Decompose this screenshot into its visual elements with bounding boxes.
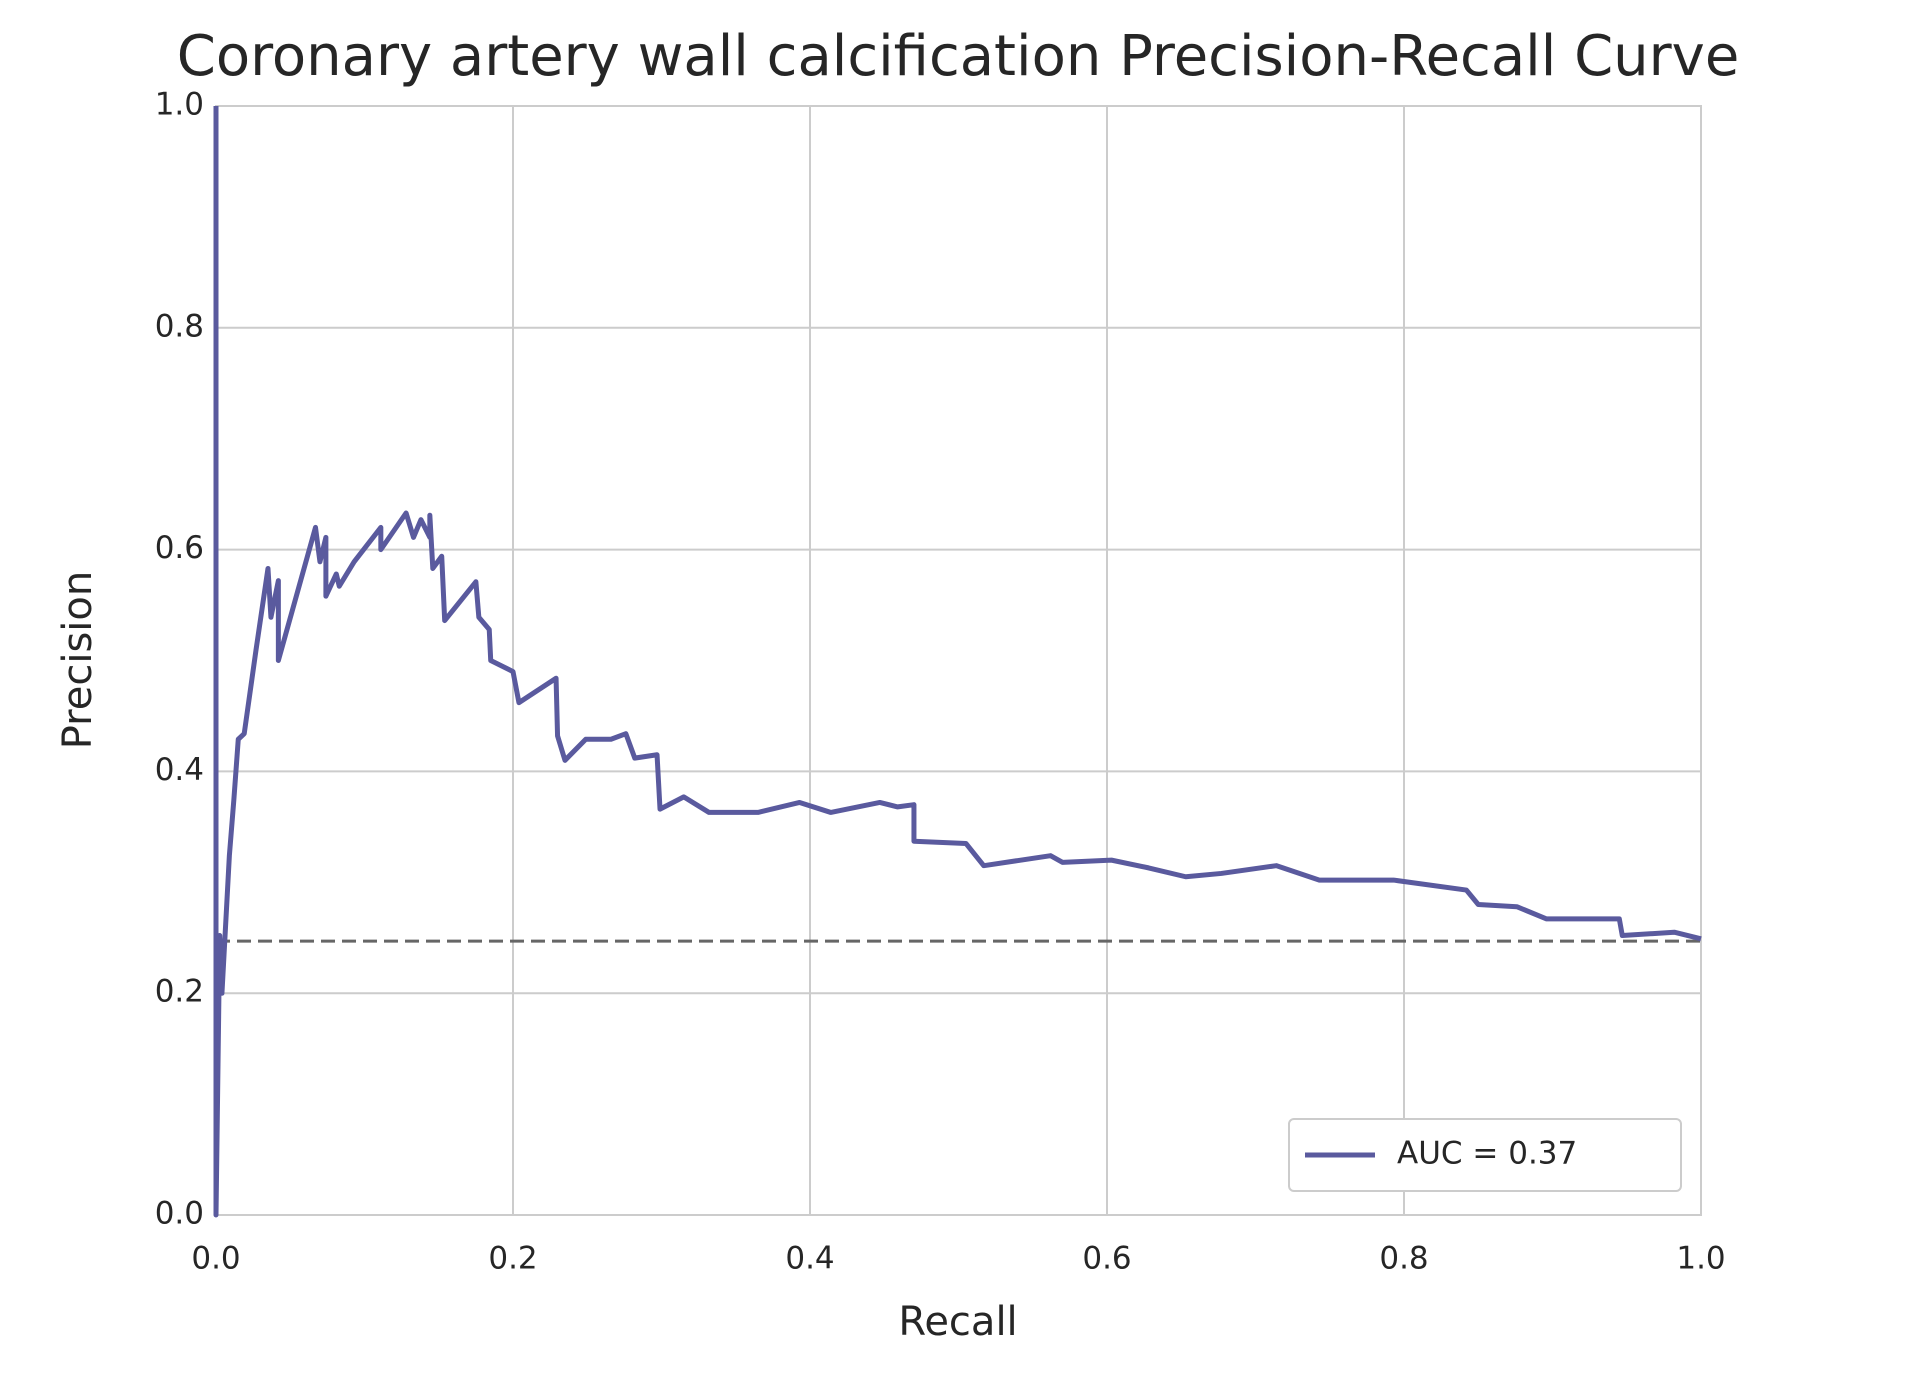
x-tick-label: 0.4 — [785, 1241, 834, 1277]
plot-frame — [215, 105, 1702, 1216]
chart-title: Coronary artery wall calcification Preci… — [177, 24, 1740, 89]
pr-curve — [213, 106, 1702, 1218]
legend-box — [1288, 1118, 1682, 1192]
x-tick-label: 1.0 — [1676, 1241, 1725, 1277]
x-tick-label: 0.8 — [1379, 1241, 1428, 1277]
x-tick-label: 0.6 — [1082, 1241, 1131, 1277]
y-tick-label: 1.0 — [155, 87, 204, 123]
y-tick-label: 0.0 — [155, 1196, 204, 1232]
y-tick-label: 0.6 — [155, 530, 204, 566]
legend-label: AUC = 0.37 — [1397, 1136, 1577, 1172]
x-tick-label: 0.2 — [488, 1241, 537, 1277]
y-axis-label: Precision — [55, 571, 101, 749]
y-tick-label: 0.2 — [155, 974, 204, 1010]
y-tick-label: 0.4 — [155, 752, 204, 788]
y-tick-label: 0.8 — [155, 308, 204, 344]
x-axis-label: Recall — [898, 1299, 1017, 1345]
x-tick-label: 0.0 — [191, 1241, 240, 1277]
